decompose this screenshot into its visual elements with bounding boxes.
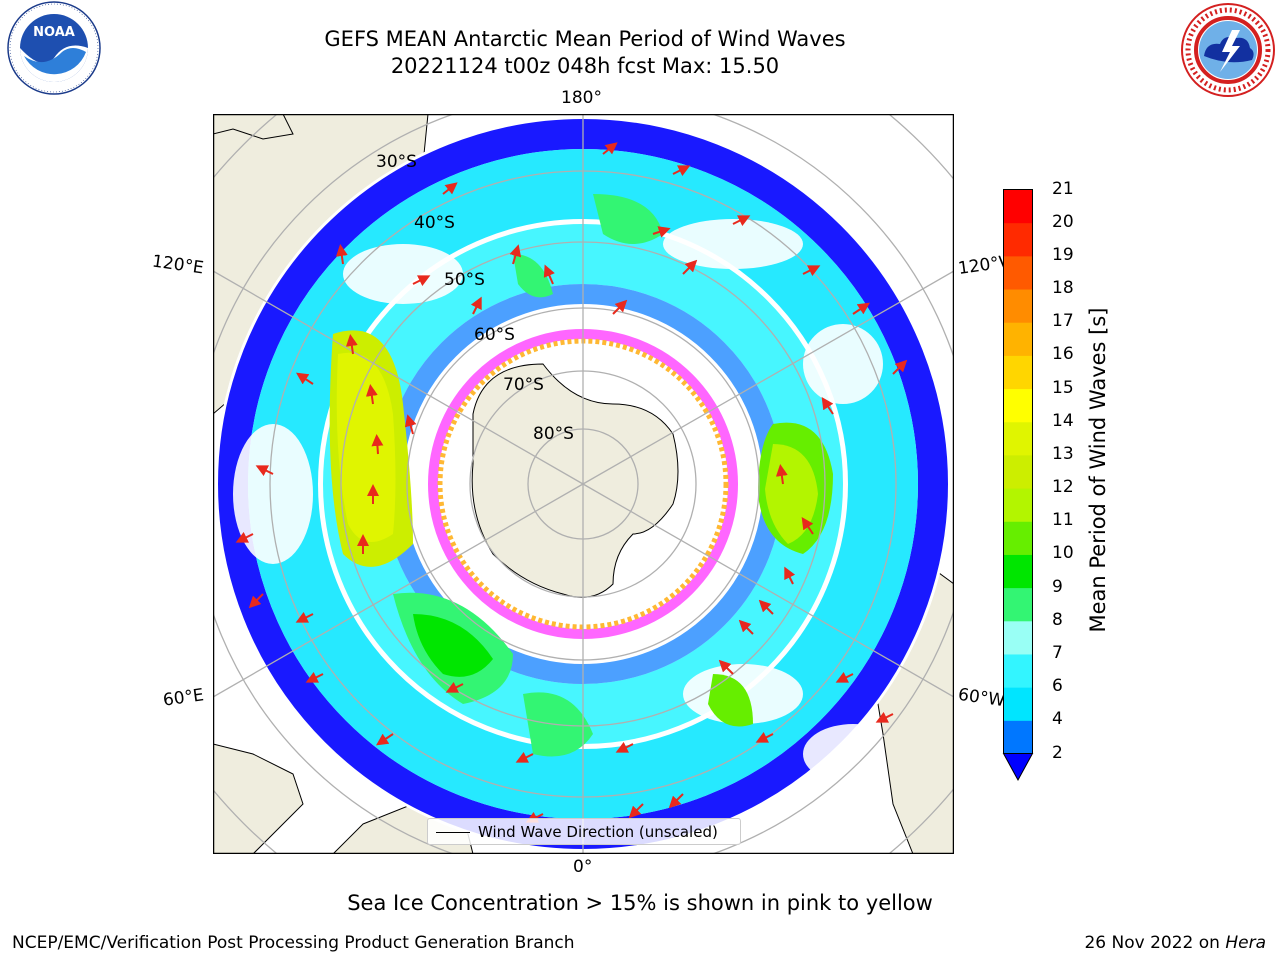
colorbar-block — [1003, 488, 1033, 522]
footer-date: 26 Nov 2022 on Hera — [1084, 933, 1266, 953]
colorbar-block — [1003, 355, 1033, 390]
colorbar-tick-label: 15 — [1052, 377, 1074, 398]
chart-title: GEFS MEAN Antarctic Mean Period of Wind … — [324, 27, 846, 51]
lon-label-60w: 60°W — [956, 684, 1007, 712]
colorbar-tick-label: 12 — [1052, 477, 1074, 498]
lat-label-70s: 70°S — [503, 375, 544, 395]
lat-label-80s: 80°S — [533, 424, 574, 444]
colorbar-tick-label: 10 — [1052, 543, 1074, 564]
lon-label-0: 0° — [573, 857, 593, 877]
sea-ice-note: Sea Ice Concentration > 15% is shown in … — [347, 891, 933, 915]
colorbar-label: Mean Period of Wind Waves [s] — [1086, 307, 1110, 633]
africa-land — [213, 743, 304, 854]
lat-label-40s: 40°S — [414, 213, 455, 233]
footer-branch: NCEP/EMC/Verification Post Processing Pr… — [12, 933, 575, 953]
legend-line-swatch — [436, 832, 470, 833]
upper-left-land — [213, 114, 294, 140]
colorbar-tick-label: 17 — [1052, 311, 1074, 332]
colorbar-block — [1003, 222, 1033, 257]
nws-logo — [1181, 3, 1275, 97]
colorbar-tick-label: 18 — [1052, 278, 1074, 299]
colorbar-under-triangle — [1002, 753, 1034, 782]
svg-text:NOAA: NOAA — [33, 25, 75, 40]
colorbar-tick-label: 16 — [1052, 344, 1074, 365]
chart-subtitle: 20221124 t00z 048h fcst Max: 15.50 — [390, 54, 780, 78]
colorbar-tick-label: 19 — [1052, 244, 1074, 265]
lat-label-50s: 50°S — [444, 270, 485, 290]
colorbar-block — [1003, 189, 1033, 224]
colorbar-block — [1003, 620, 1033, 655]
colorbar-tick-label: 21 — [1052, 178, 1074, 199]
footer-machine: Hera — [1225, 933, 1266, 953]
colorbar-block — [1003, 720, 1033, 754]
colorbar-block — [1003, 653, 1033, 688]
colorbar-block — [1003, 587, 1033, 622]
colorbar-tick-label: 9 — [1052, 576, 1063, 597]
colorbar-tick-label: 13 — [1052, 443, 1074, 464]
colorbar-tick-label: 14 — [1052, 410, 1074, 431]
wind-wave-arrows — [235, 142, 908, 823]
colorbar-block — [1003, 521, 1033, 555]
colorbar-tick-label: 2 — [1052, 742, 1063, 763]
colorbar-block — [1003, 454, 1033, 489]
colorbar-block — [1003, 255, 1033, 290]
lon-label-180: 180° — [561, 88, 602, 108]
footer-date-text: 26 Nov 2022 on — [1084, 933, 1220, 953]
lon-label-60e: 60°E — [161, 685, 206, 711]
colorbar-tick-label: 11 — [1052, 510, 1074, 531]
lon-label-120e: 120°E — [150, 251, 205, 279]
legend-label: Wind Wave Direction (unscaled) — [478, 823, 718, 841]
colorbar-block — [1003, 322, 1033, 356]
colorbar-tick-label: 6 — [1052, 676, 1063, 697]
colorbar-tick-label: 7 — [1052, 642, 1063, 663]
lat-label-30s: 30°S — [376, 152, 417, 172]
colorbar-block — [1003, 554, 1033, 589]
noaa-logo: NOAA — [7, 1, 101, 95]
colorbar-block — [1003, 289, 1033, 323]
colorbar — [1002, 189, 1034, 782]
map-legend: Wind Wave Direction (unscaled) — [427, 818, 741, 845]
colorbar-block — [1003, 388, 1033, 423]
lat-label-60s: 60°S — [474, 325, 515, 345]
colorbar-block — [1003, 421, 1033, 456]
colorbar-block — [1003, 687, 1033, 721]
antarctica-land — [471, 363, 679, 598]
colorbar-tick-label: 20 — [1052, 211, 1074, 232]
polar-map — [213, 114, 954, 854]
colorbar-tick-label: 8 — [1052, 609, 1063, 630]
colorbar-tick-label: 4 — [1052, 709, 1063, 730]
